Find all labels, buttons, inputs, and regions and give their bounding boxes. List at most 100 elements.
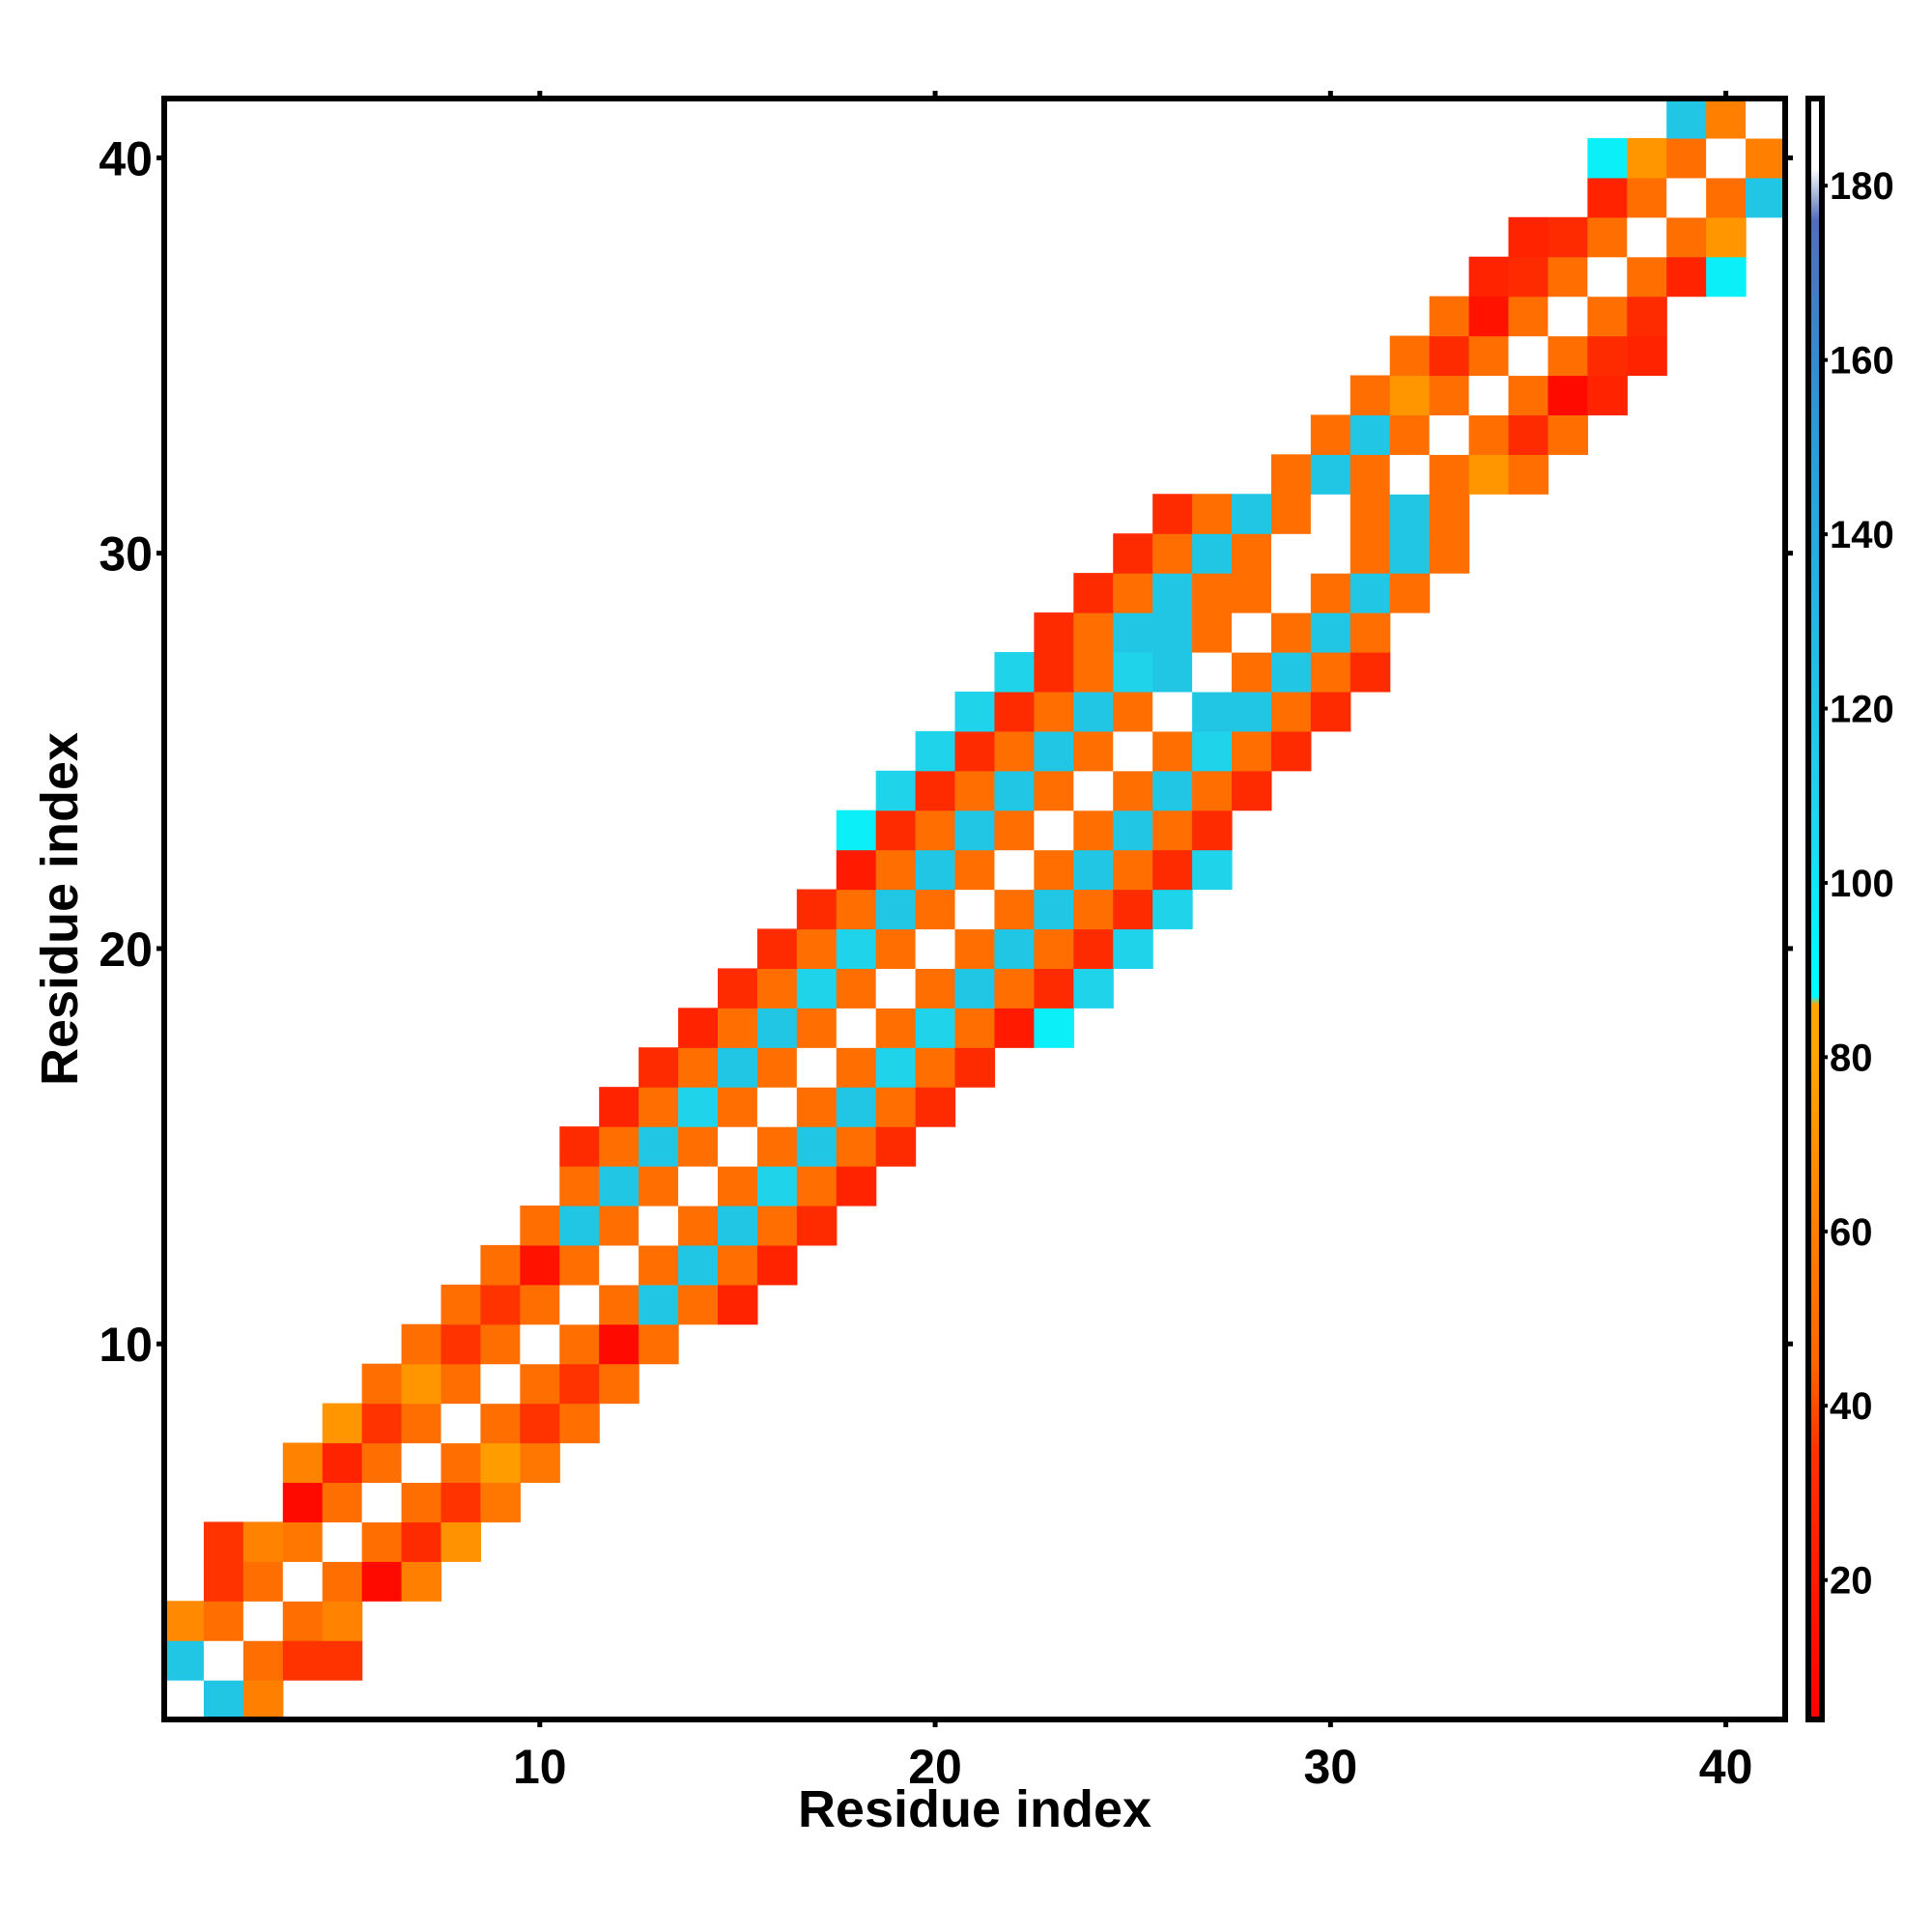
heatmap-cell: [1192, 612, 1233, 653]
heatmap-cell: [717, 1047, 758, 1088]
heatmap-cell: [1627, 296, 1667, 337]
heatmap-cell: [875, 770, 917, 811]
heatmap-cell: [1034, 651, 1074, 693]
heatmap-cell: [1073, 612, 1114, 653]
heatmap-cell: [1310, 612, 1351, 653]
heatmap-cell: [282, 1482, 324, 1522]
heatmap-cell: [1270, 573, 1312, 613]
heatmap-cell: [1232, 770, 1272, 811]
heatmap-cell: [796, 968, 838, 1009]
heatmap-cell: [678, 1008, 719, 1048]
heatmap-cell: [203, 1521, 244, 1562]
heatmap-cell: [1270, 691, 1312, 732]
heatmap-cell: [1073, 691, 1114, 732]
heatmap-cell: [559, 1284, 600, 1325]
heatmap-cell: [875, 928, 917, 969]
heatmap-cell: [1706, 216, 1747, 258]
heatmap-cell: [599, 1244, 639, 1286]
heatmap-cell: [994, 968, 1035, 1009]
heatmap-cell: [1192, 810, 1233, 851]
heatmap-cell: [836, 849, 877, 891]
heatmap-cell: [678, 1047, 719, 1088]
heatmap-cell: [1152, 889, 1193, 930]
heatmap-cell: [164, 1640, 205, 1681]
heatmap-cell: [678, 1244, 719, 1286]
y-axis-title: Residue index: [31, 732, 89, 1086]
heatmap-cell: [717, 1126, 758, 1167]
heatmap-cell: [915, 1008, 956, 1048]
heatmap-cell: [1113, 849, 1153, 891]
heatmap-cell: [361, 1403, 403, 1444]
heatmap-cell: [282, 1601, 324, 1641]
heatmap-cell: [1587, 216, 1628, 258]
heatmap-cell: [994, 849, 1035, 891]
heatmap-cell: [1508, 335, 1549, 377]
heatmap-cell: [1192, 494, 1233, 534]
heatmap-cell: [796, 928, 838, 969]
heatmap-cell: [1429, 533, 1470, 574]
heatmap-cell: [242, 1601, 284, 1641]
heatmap-cell: [756, 1244, 798, 1286]
heatmap-cell: [1706, 256, 1747, 298]
heatmap-cell: [678, 1087, 719, 1127]
heatmap-cell: [1073, 573, 1114, 613]
heatmap-cell: [322, 1403, 363, 1444]
heatmap-cell: [1113, 533, 1153, 574]
heatmap-cell: [520, 1403, 560, 1444]
heatmap-cell: [480, 1363, 521, 1405]
heatmap-cell: [1350, 533, 1391, 574]
heatmap-cell: [717, 968, 758, 1009]
heatmap-cell: [401, 1561, 442, 1602]
heatmap-cell: [836, 928, 877, 969]
heatmap-cell: [242, 1521, 284, 1562]
heatmap-cell: [1270, 612, 1312, 653]
heatmap-cell: [401, 1363, 442, 1405]
heatmap-cell: [480, 1442, 521, 1484]
heatmap-cell: [875, 1008, 917, 1048]
heatmap-cell: [1389, 533, 1431, 574]
heatmap-cell: [282, 1640, 324, 1681]
heatmap-cell: [1073, 849, 1114, 891]
heatmap-cell: [520, 1205, 560, 1246]
heatmap-cell: [756, 1047, 798, 1088]
heatmap-cell: [1429, 375, 1470, 416]
heatmap-cell: [994, 770, 1035, 811]
heatmap-cell: [1113, 770, 1153, 811]
heatmap-cell: [401, 1442, 442, 1484]
heatmap-cell: [994, 730, 1035, 772]
heatmap-cell: [1152, 849, 1193, 891]
heatmap-cell: [875, 1126, 917, 1167]
heatmap-cell: [639, 1323, 679, 1365]
x-tick-label: 40: [1699, 1740, 1753, 1794]
heatmap-cell: [1389, 454, 1431, 495]
heatmap-cell: [1468, 256, 1510, 298]
heatmap-cell: [1232, 533, 1272, 574]
heatmap-cell: [717, 1205, 758, 1246]
heatmap-cell: [756, 1087, 798, 1127]
heatmap-cell: [520, 1284, 560, 1325]
heatmap-cell: [1310, 494, 1351, 534]
heatmap-cell: [1389, 414, 1431, 455]
heatmap-cell: [639, 1205, 679, 1246]
heatmap-cell: [1073, 651, 1114, 693]
heatmap-cell: [1192, 533, 1233, 574]
heatmap-cell: [1627, 256, 1667, 298]
heatmap-cell: [994, 1008, 1035, 1048]
heatmap-cell: [401, 1403, 442, 1444]
heatmap-cell: [1389, 375, 1431, 416]
colorbar-ticks: 20 40 60 80 100 120 140 160 180: [1822, 165, 1894, 1603]
heatmap-cell: [954, 1008, 996, 1048]
heatmap-cell: [282, 1442, 324, 1484]
heatmap-cell: [875, 1087, 917, 1127]
heatmap-cell: [717, 1166, 758, 1207]
heatmap-cell: [440, 1363, 482, 1405]
heatmap-cell: [1152, 573, 1193, 613]
heatmap-cell: [520, 1244, 560, 1286]
heatmap-cell: [1270, 494, 1312, 534]
heatmap-cell: [1350, 454, 1391, 495]
heatmap-cell: [1627, 335, 1667, 377]
heatmap-cell: [678, 1284, 719, 1325]
x-tick-label: 10: [513, 1740, 567, 1794]
heatmap-cell: [875, 849, 917, 891]
heatmap-cell: [1192, 730, 1233, 772]
